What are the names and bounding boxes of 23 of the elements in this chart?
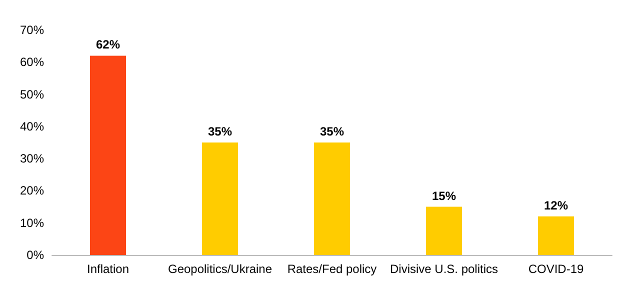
y-tick-label: 40% bbox=[20, 119, 44, 134]
y-tick-label: 30% bbox=[20, 152, 44, 166]
y-tick-label: 0% bbox=[26, 248, 44, 262]
y-tick-label: 50% bbox=[20, 87, 44, 102]
bar bbox=[538, 216, 574, 255]
data-label: 35% bbox=[208, 124, 232, 138]
x-tick-label: Geopolitics/Ukraine bbox=[168, 262, 272, 276]
bar bbox=[314, 142, 350, 255]
y-tick-label: 10% bbox=[20, 216, 44, 230]
x-tick-label: Inflation bbox=[86, 262, 130, 276]
x-tick-label: Divisive U.S. politics bbox=[390, 262, 498, 276]
data-label: 35% bbox=[320, 124, 344, 138]
y-tick-label: 60% bbox=[20, 55, 44, 70]
bar bbox=[426, 206, 462, 255]
data-label: 62% bbox=[96, 38, 120, 52]
y-tick-label: 20% bbox=[20, 184, 44, 198]
bar bbox=[90, 56, 126, 255]
data-label: 12% bbox=[544, 198, 568, 212]
x-tick-label: Rates/Fed policy bbox=[287, 262, 377, 276]
bar bbox=[202, 142, 238, 255]
x-tick-label: COVID-19 bbox=[528, 262, 584, 276]
data-label: 15% bbox=[432, 188, 456, 203]
y-tick-label: 70% bbox=[20, 23, 44, 37]
